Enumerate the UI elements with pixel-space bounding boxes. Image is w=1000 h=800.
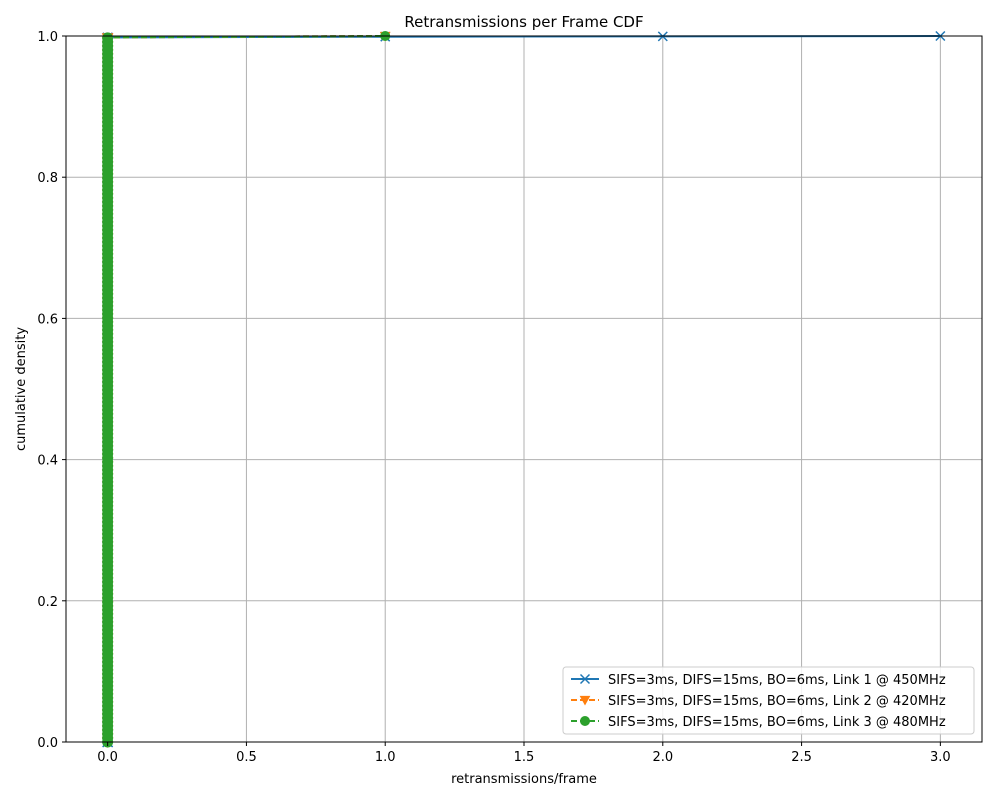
y-tick-label: 0.0 [37,736,58,751]
y-tick-label: 0.2 [37,595,58,610]
x-axis-label: retransmissions/frame [451,772,597,787]
x-tick-label: 1.5 [514,750,535,765]
series-layer [101,30,946,749]
x-tick-label: 2.0 [652,750,673,765]
x-tick-label: 2.5 [791,750,812,765]
legend-label: SIFS=3ms, DIFS=15ms, BO=6ms, Link 3 @ 48… [608,715,946,730]
chart-title: Retransmissions per Frame CDF [404,13,643,31]
x-tick-label: 1.0 [375,750,396,765]
x-tick-label: 0.0 [97,750,118,765]
series-3 [102,31,391,748]
legend: SIFS=3ms, DIFS=15ms, BO=6ms, Link 1 @ 45… [562,666,975,735]
legend-box [562,666,975,735]
legend-marker [580,716,590,726]
x-tick-label: 3.0 [930,750,951,765]
legend-label: SIFS=3ms, DIFS=15ms, BO=6ms, Link 1 @ 45… [608,673,946,688]
legend-label: SIFS=3ms, DIFS=15ms, BO=6ms, Link 2 @ 42… [608,694,946,709]
legend-marker [579,695,591,706]
y-tick-label: 0.6 [37,312,58,327]
legend-marker [579,673,591,685]
y-axis-label: cumulative density [14,327,29,451]
y-tick-label: 0.4 [37,454,58,469]
series-3-marker [102,32,113,43]
y-tick-label: 0.8 [37,171,58,186]
x-tick-label: 0.5 [236,750,257,765]
y-tick-label: 1.0 [37,30,58,45]
ticks: 0.0 0.5 1.0 1.5 2.0 2.5 3.0 0.0 0.2 0.4 0.6 0.8 1.0 [37,30,950,765]
